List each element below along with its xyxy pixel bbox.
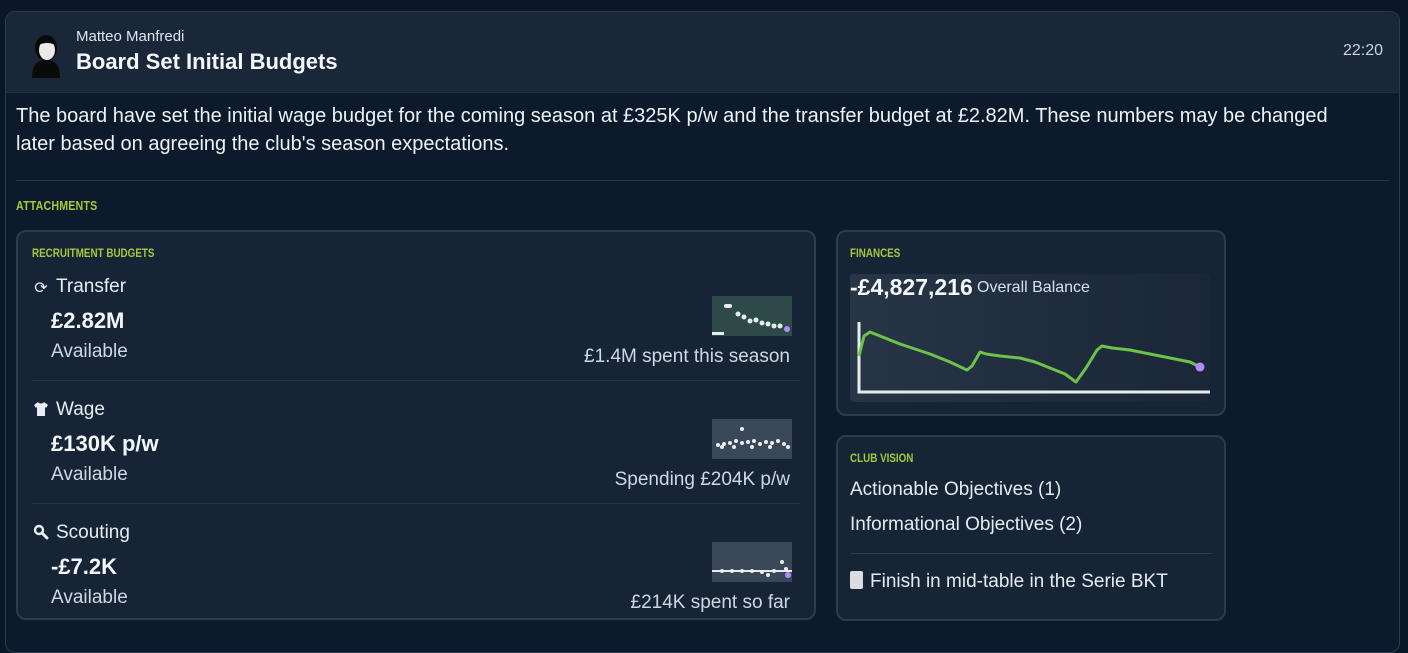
budget-spent: Spending £204K p/w	[614, 469, 790, 490]
actionable-objectives-link[interactable]: Actionable Objectives (1)	[850, 479, 1062, 500]
inbox-message-panel: Matteo Manfredi Board Set Initial Budget…	[5, 11, 1400, 653]
row-divider	[32, 503, 800, 504]
message-body: The board have set the initial wage budg…	[16, 105, 1328, 155]
season-goal-text: Finish in mid-table in the Serie BKT	[870, 571, 1168, 592]
informational-objectives-link[interactable]: Informational Objectives (2)	[850, 514, 1083, 535]
row-divider	[32, 380, 800, 381]
wage-sparkline	[712, 419, 792, 459]
shirt-icon	[32, 401, 50, 422]
budget-status: Available	[51, 341, 128, 362]
overall-balance-value: -£4,827,216	[850, 274, 973, 300]
budget-amount: £2.82M	[51, 308, 125, 333]
budget-name: Transfer	[56, 276, 127, 297]
club-vision-card[interactable]: CLUB VISION Actionable Objectives (1) In…	[836, 435, 1226, 621]
balance-end-marker	[1195, 362, 1205, 372]
scouting-budget-row[interactable]: Scouting -£7.2K Available £214K spent so…	[18, 516, 814, 638]
finances-title: FINANCES	[850, 246, 901, 260]
transfer-sparkline	[712, 296, 792, 336]
document-icon	[850, 571, 863, 589]
divider	[850, 553, 1212, 554]
message-sender[interactable]: Matteo Manfredi	[76, 28, 185, 45]
season-goal[interactable]: Finish in mid-table in the Serie BKT	[850, 571, 1168, 593]
budget-amount: -£7.2K	[51, 554, 118, 579]
budget-amount: £130K p/w	[51, 431, 159, 456]
balance-line-chart	[857, 322, 1210, 394]
scouting-sparkline	[712, 542, 792, 582]
budget-status: Available	[51, 587, 128, 608]
recruitment-budgets-card[interactable]: RECRUITMENT BUDGETS ⟳ Transfer £2.82M Av…	[16, 230, 816, 620]
attachments-heading: ATTACHMENTS	[16, 198, 98, 213]
finances-widget: -£4,827,216 Overall Balance	[850, 274, 1210, 402]
recruitment-budgets-title: RECRUITMENT BUDGETS	[32, 246, 155, 260]
divider	[16, 180, 1389, 181]
refresh-icon: ⟳	[34, 280, 48, 297]
club-vision-title: CLUB VISION	[850, 451, 914, 465]
message-time: 22:20	[1342, 42, 1383, 59]
message-subject: Board Set Initial Budgets	[76, 49, 338, 74]
finances-card[interactable]: FINANCES -£4,827,216 Overall Balance	[836, 230, 1226, 416]
budget-spent: £1.4M spent this season	[584, 346, 790, 367]
chart-axis	[857, 322, 1210, 394]
balance-line	[857, 330, 1201, 384]
budget-name: Scouting	[56, 522, 130, 543]
overall-balance-label: Overall Balance	[977, 279, 1090, 296]
message-header: Matteo Manfredi Board Set Initial Budget…	[6, 12, 1399, 93]
budget-status: Available	[51, 464, 128, 485]
wage-budget-row[interactable]: Wage £130K p/w Available Spending £204K …	[18, 393, 814, 515]
budget-spent: £214K spent so far	[630, 592, 791, 613]
transfer-budget-row[interactable]: ⟳ Transfer £2.82M Available £1.4M spent …	[18, 270, 814, 392]
avatar[interactable]	[26, 30, 66, 78]
magnifier-icon	[32, 524, 50, 545]
budget-name: Wage	[56, 399, 105, 420]
